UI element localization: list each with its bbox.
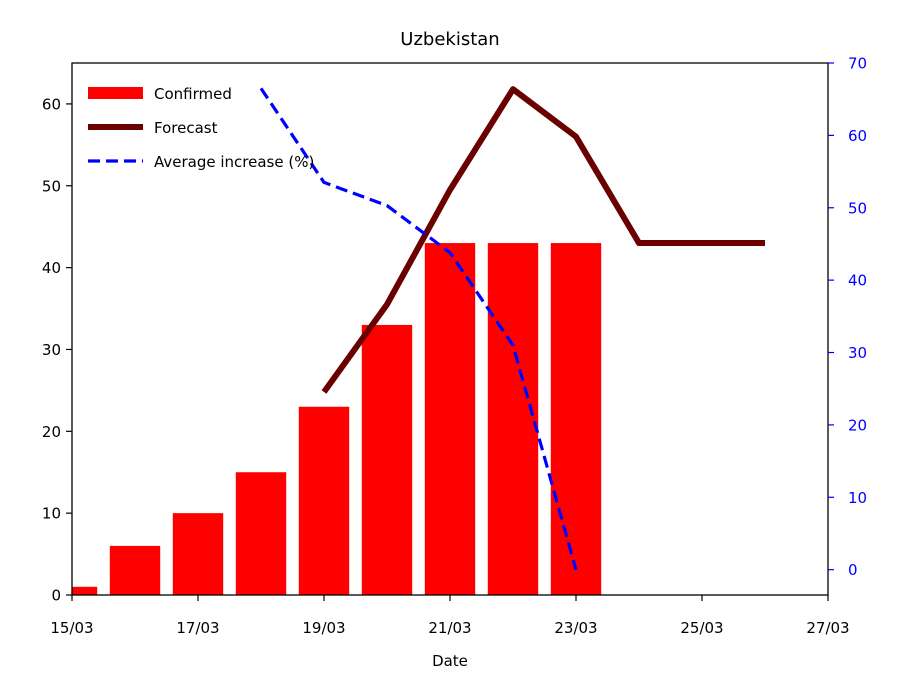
- chart-title: Uzbekistan: [400, 29, 499, 50]
- bar-confirmed-17-03: [172, 513, 224, 595]
- y-left-tick-label: 20: [42, 423, 61, 441]
- x-tick-label: 21/03: [428, 619, 471, 637]
- bar-confirmed-23-03: [550, 243, 602, 595]
- y-right-tick-label: 0: [848, 561, 858, 579]
- legend-swatch-confirmed: [88, 87, 143, 99]
- y-left-tick-label: 60: [42, 95, 61, 113]
- x-tick-label: 27/03: [806, 619, 849, 637]
- y-left-tick-label: 40: [42, 259, 61, 277]
- bar-confirmed-16-03: [109, 545, 161, 595]
- x-tick-label: 15/03: [50, 619, 93, 637]
- bar-confirmed-19-03: [298, 406, 350, 595]
- average-increase-line: [259, 87, 578, 571]
- y-right-tick-label: 20: [848, 416, 867, 434]
- y-axis-right: 0 10 20 30 40 50 60 70: [828, 55, 867, 579]
- y-right-tick-label: 60: [848, 127, 867, 145]
- lines-layer: [259, 86, 765, 571]
- y-right-tick-label: 70: [848, 55, 867, 73]
- x-tick-label: 17/03: [176, 619, 219, 637]
- y-right-tick-label: 10: [848, 489, 867, 507]
- legend-label: Confirmed: [154, 85, 232, 103]
- legend: Confirmed Forecast Average increase (%): [88, 85, 314, 171]
- x-tick-label: 19/03: [302, 619, 345, 637]
- bar-confirmed-18-03: [235, 472, 287, 595]
- y-right-tick-label: 40: [848, 272, 867, 290]
- y-right-tick-label: 50: [848, 199, 867, 217]
- bars-layer: [72, 243, 602, 595]
- y-left-tick-label: 10: [42, 505, 61, 523]
- y-left-tick-label: 0: [51, 587, 61, 605]
- x-tick-label: 25/03: [680, 619, 723, 637]
- x-tick-label: 23/03: [554, 619, 597, 637]
- y-right-tick-label: 30: [848, 344, 867, 362]
- y-left-tick-label: 30: [42, 341, 61, 359]
- bar-confirmed-15-03: [72, 586, 98, 595]
- forecast-line: [321, 86, 765, 394]
- y-axis-left: 0 10 20 30 40 50 60: [42, 95, 72, 605]
- x-axis: 15/03 17/03 19/03 21/03 23/03 25/03 27/03: [50, 595, 850, 637]
- bar-confirmed-20-03: [361, 324, 413, 595]
- bar-confirmed-21-03: [424, 243, 476, 595]
- bar-confirmed-22-03: [487, 243, 539, 595]
- legend-label: Average increase (%): [154, 153, 314, 171]
- y-left-tick-label: 50: [42, 177, 61, 195]
- legend-label: Forecast: [154, 119, 218, 137]
- x-axis-label: Date: [432, 652, 468, 670]
